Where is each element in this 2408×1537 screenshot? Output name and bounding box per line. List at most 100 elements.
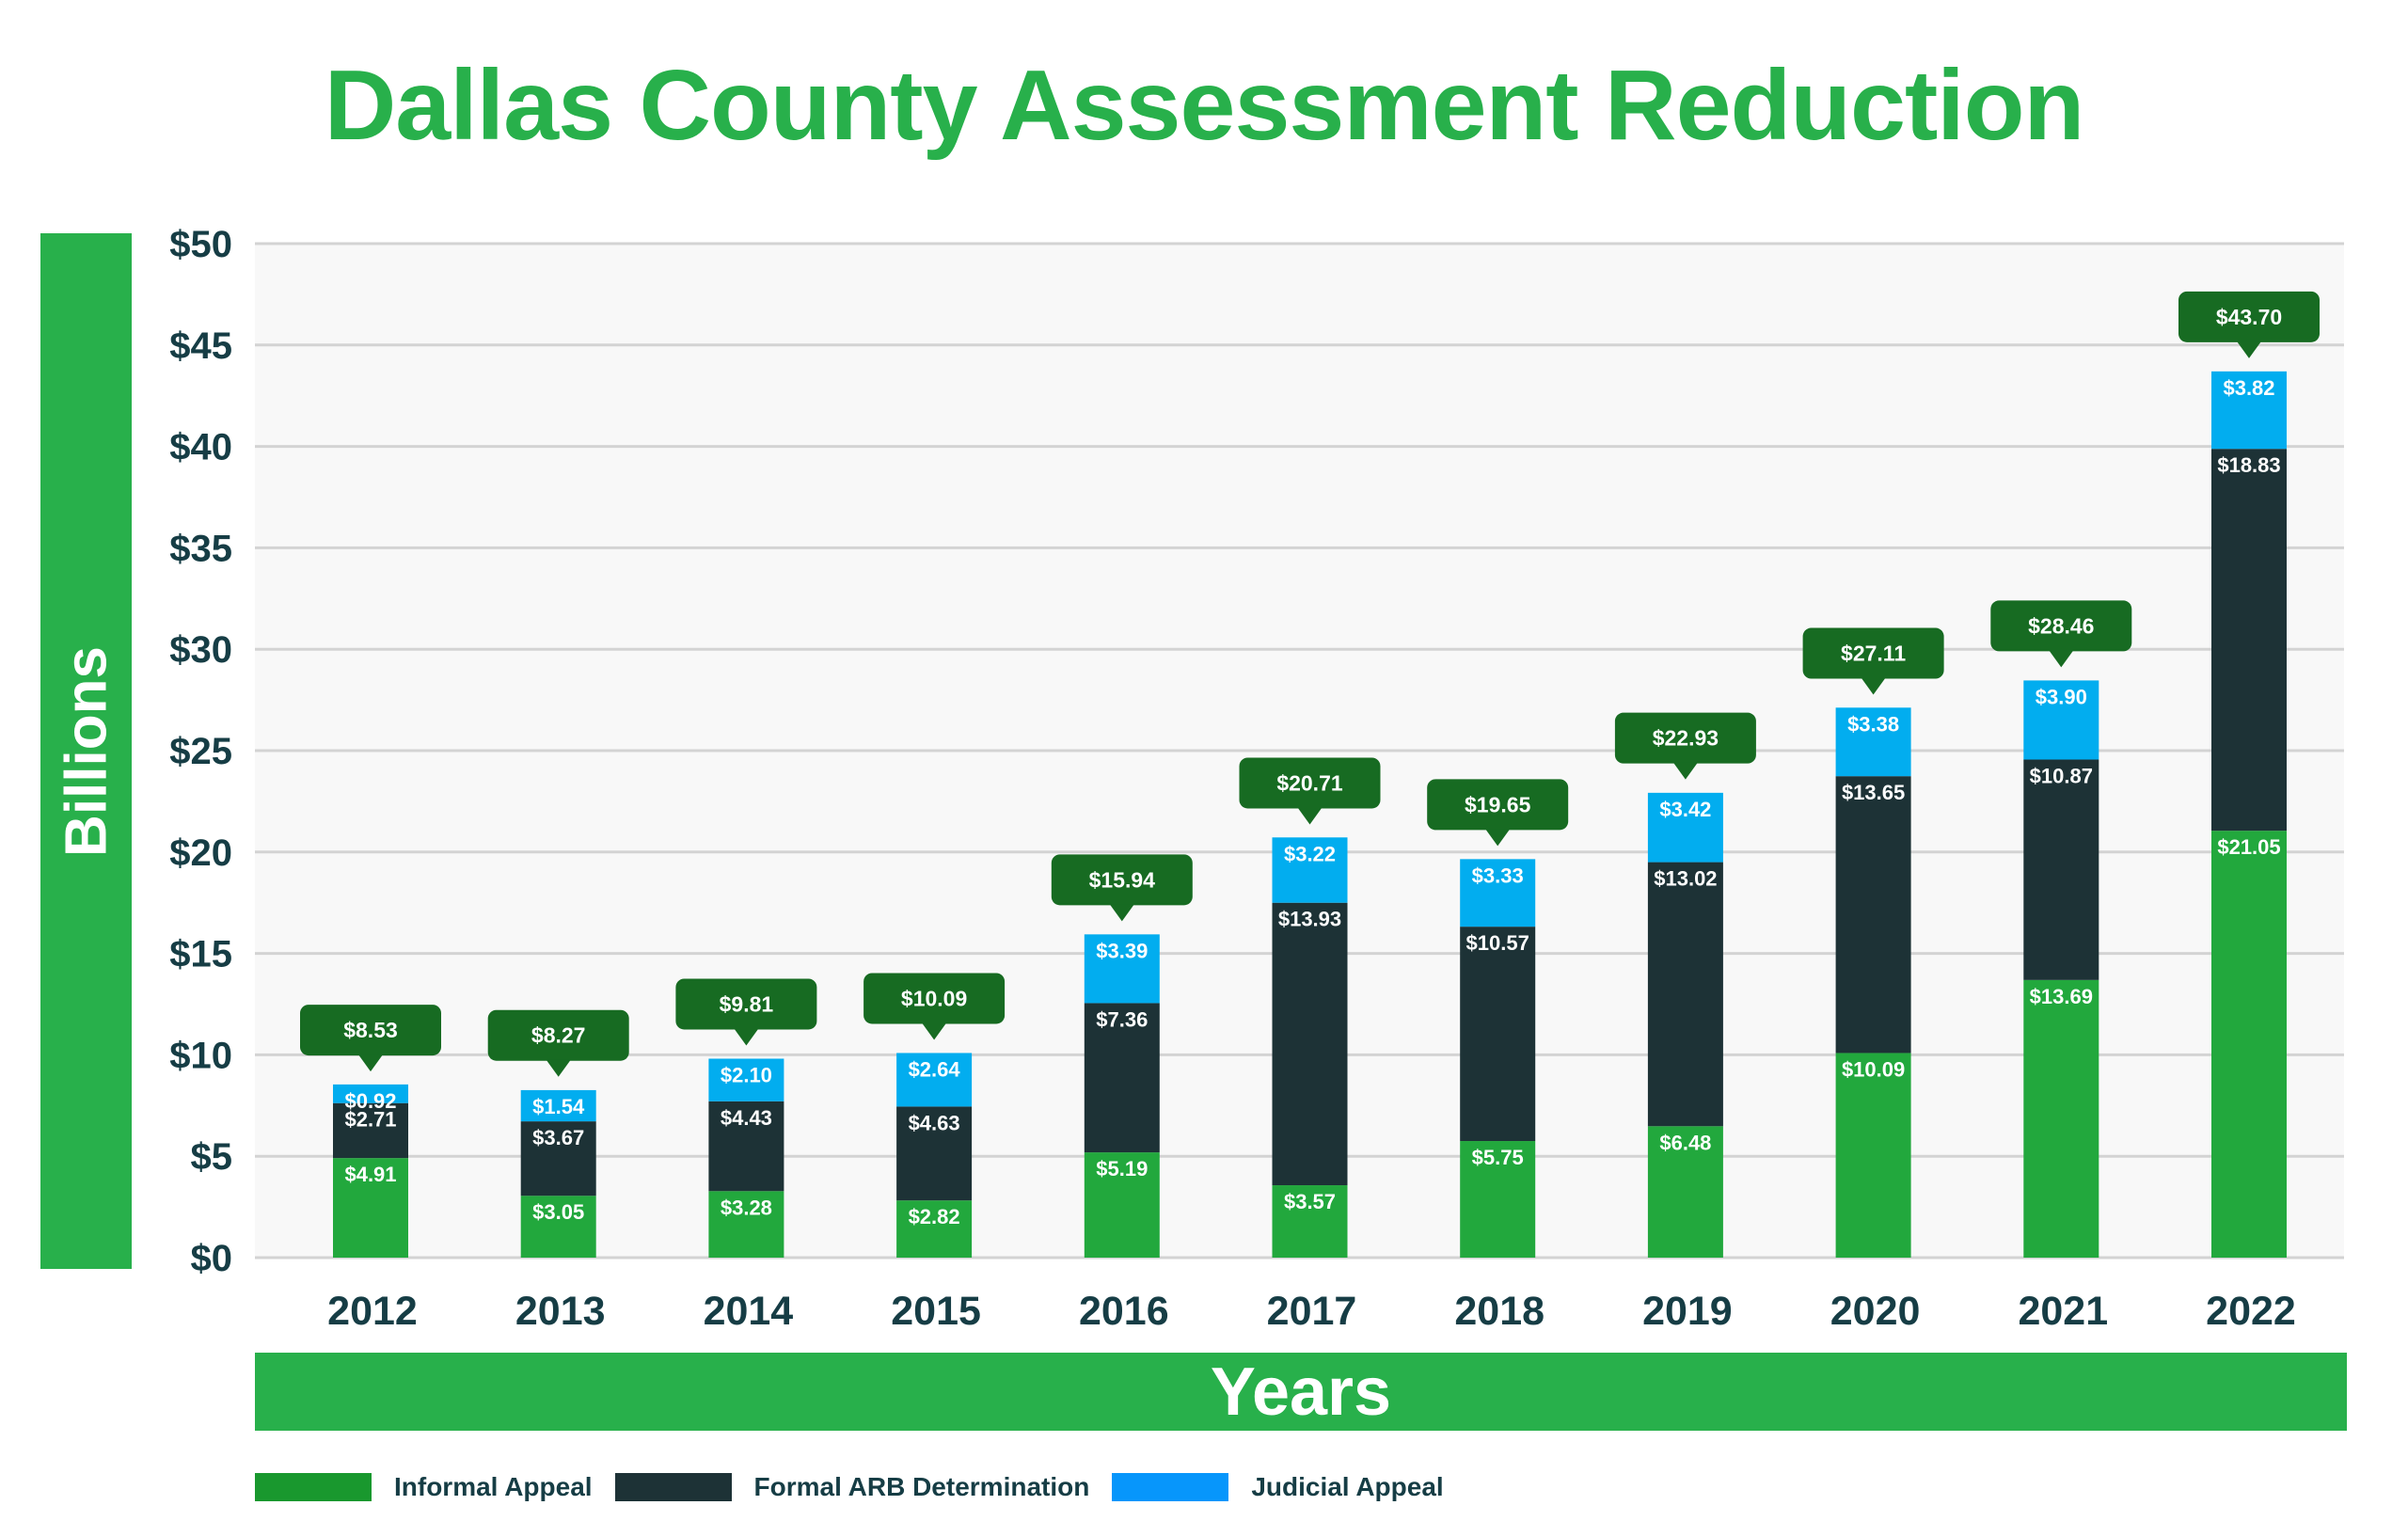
segment-value-label: $2.10 bbox=[721, 1063, 772, 1086]
x-tick-label: 2014 bbox=[704, 1289, 794, 1334]
bar-segment-judicial-appeal bbox=[2023, 680, 2099, 760]
bar-segment-formal-arb-determination bbox=[333, 1102, 408, 1159]
legend-item-formal-arb-determination: Formal ARB Determination bbox=[614, 1472, 1089, 1502]
y-tick-label: $10 bbox=[169, 1035, 232, 1076]
segment-value-label: $6.48 bbox=[1659, 1131, 1711, 1154]
total-value-label: $9.81 bbox=[720, 991, 774, 1016]
y-tick-label: $40 bbox=[169, 427, 232, 468]
total-callout-pointer bbox=[2237, 341, 2261, 358]
total-callout: $8.27 bbox=[487, 1009, 629, 1077]
total-callout-box bbox=[300, 1005, 441, 1056]
x-tick-label: 2020 bbox=[1830, 1289, 1921, 1334]
x-tick-label: 2022 bbox=[2206, 1289, 2296, 1334]
bar-segment-judicial-appeal bbox=[1084, 934, 1160, 1004]
total-callout: $20.71 bbox=[1239, 757, 1381, 825]
bar-segment-judicial-appeal bbox=[1460, 859, 1536, 927]
y-tick-label: $30 bbox=[169, 629, 232, 671]
total-value-label: $27.11 bbox=[1841, 642, 1906, 666]
segment-value-label: $3.82 bbox=[2223, 376, 2274, 400]
bar-stack-2019: $6.48 $13.02 $3.42 $22.93 bbox=[1614, 712, 1756, 1258]
bar-segment-informal-appeal bbox=[520, 1196, 596, 1258]
segment-value-label: $10.87 bbox=[2030, 764, 2093, 787]
segment-value-label: $13.02 bbox=[1654, 867, 1717, 891]
y-tick-label: $5 bbox=[191, 1136, 233, 1178]
bar-segment-informal-appeal bbox=[2023, 979, 2099, 1258]
segment-value-label: $2.82 bbox=[909, 1205, 960, 1228]
bar-segment-judicial-appeal bbox=[1647, 792, 1723, 863]
segment-value-label: $2.71 bbox=[344, 1108, 396, 1132]
segment-value-label: $7.36 bbox=[1096, 1007, 1148, 1031]
segment-value-label: $10.57 bbox=[1466, 931, 1529, 955]
legend-label: Informal Appeal bbox=[394, 1472, 593, 1501]
bar-segment-informal-appeal bbox=[1460, 1141, 1536, 1258]
segment-value-label: $13.69 bbox=[2030, 985, 2093, 1008]
bar-segment-formal-arb-determination bbox=[1272, 902, 1348, 1186]
total-callout-pointer bbox=[734, 1028, 759, 1046]
y-tick-label: $45 bbox=[169, 325, 232, 367]
bar-stack-2022: $21.05 $18.83 $3.82 $43.70 bbox=[2178, 291, 2320, 1258]
x-tick-label: 2012 bbox=[327, 1289, 418, 1334]
bar-segment-formal-arb-determination bbox=[1647, 862, 1723, 1127]
segment-value-label: $3.38 bbox=[1847, 712, 1899, 736]
bar-stack-2021: $13.69 $10.87 $3.90 $28.46 bbox=[1990, 600, 2132, 1258]
x-tick-label: 2019 bbox=[1642, 1289, 1733, 1334]
total-callout-pointer bbox=[922, 1022, 947, 1040]
total-callout-pointer bbox=[1297, 807, 1323, 825]
segment-value-label: $4.43 bbox=[721, 1106, 772, 1130]
bar-segment-judicial-appeal bbox=[1272, 837, 1348, 903]
bar-segment-informal-appeal bbox=[1835, 1053, 1911, 1258]
bar-segment-informal-appeal bbox=[333, 1158, 408, 1258]
total-value-label: $43.70 bbox=[2216, 305, 2282, 329]
segment-value-label: $21.05 bbox=[2217, 835, 2280, 859]
total-value-label: $22.93 bbox=[1653, 726, 1719, 751]
total-callout: $15.94 bbox=[1051, 854, 1193, 922]
legend-item-informal-appeal: Informal Appeal bbox=[255, 1472, 593, 1502]
x-tick-label: 2018 bbox=[1454, 1289, 1545, 1334]
segment-value-label: $3.42 bbox=[1659, 798, 1711, 821]
bar-segment-formal-arb-determination bbox=[2023, 759, 2099, 980]
x-tick-label: 2013 bbox=[515, 1289, 606, 1334]
total-callout-box bbox=[1990, 600, 2132, 652]
bar-segment-formal-arb-determination bbox=[2211, 449, 2287, 832]
y-axis-title-band: Billions bbox=[40, 233, 132, 1269]
legend-swatch-informal-appeal bbox=[255, 1473, 372, 1501]
total-callout-box bbox=[1239, 757, 1381, 809]
total-callout-pointer bbox=[1672, 762, 1698, 780]
bar-segment-formal-arb-determination bbox=[520, 1121, 596, 1196]
bar-segment-formal-arb-determination bbox=[1460, 927, 1536, 1142]
segment-value-label: $5.75 bbox=[1472, 1146, 1524, 1169]
segment-value-label: $3.67 bbox=[532, 1126, 584, 1149]
bar-segment-judicial-appeal bbox=[1835, 707, 1911, 777]
total-value-label: $19.65 bbox=[1465, 792, 1531, 816]
total-callout: $43.70 bbox=[2178, 291, 2320, 358]
bar-segment-informal-appeal bbox=[2211, 831, 2287, 1258]
y-tick-label: $25 bbox=[169, 731, 232, 772]
total-callout-box bbox=[1051, 854, 1193, 906]
x-tick-label: 2017 bbox=[1267, 1289, 1357, 1334]
segment-value-label: $5.19 bbox=[1096, 1157, 1148, 1180]
bar-segment-formal-arb-determination bbox=[1084, 1003, 1160, 1153]
total-callout-box bbox=[1427, 779, 1569, 831]
chart-title: Dallas County Assessment Reduction bbox=[324, 50, 2085, 161]
total-value-label: $10.09 bbox=[901, 986, 967, 1010]
total-callout-box bbox=[1802, 627, 1944, 679]
segment-value-label: $18.83 bbox=[2217, 453, 2280, 477]
total-callout: $10.09 bbox=[863, 973, 1006, 1040]
segment-value-label: $13.65 bbox=[1842, 781, 1905, 804]
total-callout-pointer bbox=[1861, 677, 1886, 695]
x-tick-labels: 2012 2013 2014 2015 2016 2017 2018 2019 2020 2021… bbox=[327, 1289, 2296, 1334]
segment-value-label: $3.39 bbox=[1096, 939, 1148, 962]
legend-swatch-judicial-appeal bbox=[1112, 1473, 1229, 1501]
segment-value-label: $10.09 bbox=[1842, 1057, 1905, 1081]
segment-value-label: $3.05 bbox=[532, 1200, 584, 1224]
bars: $4.91 $2.71$0.92 $8.53 $3.05 $3.67 $1.54 $8.27… bbox=[300, 291, 2320, 1258]
x-axis-title-band: Years bbox=[255, 1353, 2347, 1431]
bar-stack-2013: $3.05 $3.67 $1.54 $8.27 bbox=[487, 1009, 629, 1258]
bar-stack-2017: $3.57 $13.93 $3.22 $20.71 bbox=[1239, 757, 1381, 1258]
total-callout-pointer bbox=[546, 1059, 571, 1077]
legend-item-judicial-appeal: Judicial Appeal bbox=[1112, 1472, 1444, 1502]
segment-value-label: $3.22 bbox=[1284, 842, 1336, 865]
total-callout-pointer bbox=[1109, 904, 1134, 922]
bar-segment-formal-arb-determination bbox=[1835, 776, 1911, 1054]
